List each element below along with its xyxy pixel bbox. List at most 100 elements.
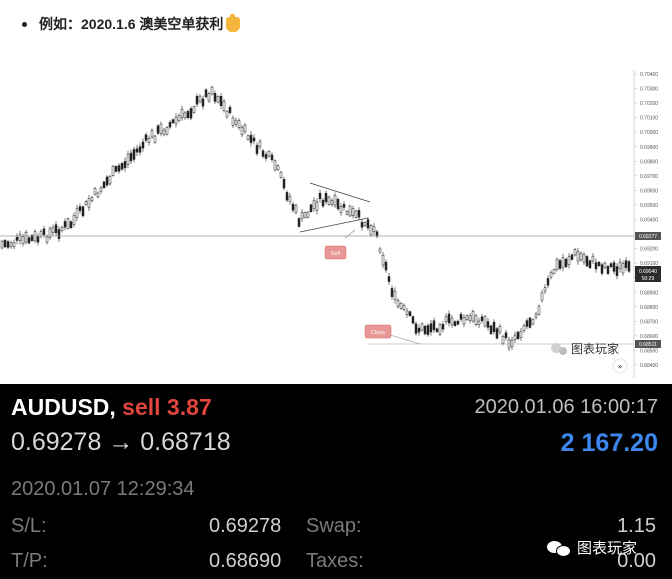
axis-tick-label: 0.69400 — [640, 218, 658, 224]
example-heading-text: 例如：2020.1.6 澳美空单获利 — [39, 16, 224, 32]
candle-body — [219, 96, 223, 106]
candle-body — [624, 260, 628, 268]
candle-body — [438, 324, 442, 335]
candle-body — [576, 251, 580, 262]
candle-body — [99, 187, 103, 192]
candle-body — [30, 234, 34, 241]
candle-body — [402, 304, 406, 310]
candle-body — [597, 261, 601, 266]
candle-body — [21, 236, 25, 244]
candle-body — [492, 321, 496, 332]
triangle-upper-trendline — [309, 182, 371, 203]
candle-body — [534, 313, 538, 318]
candle-body — [69, 221, 73, 228]
svg-text:0.69277: 0.69277 — [639, 234, 657, 240]
candle-body — [279, 171, 283, 178]
candle-body — [141, 141, 145, 149]
candle-body — [165, 127, 169, 135]
candle-body — [24, 231, 28, 243]
candle-body — [147, 138, 151, 143]
open-close-prices: 0.69278 → 0.68718 — [11, 428, 231, 456]
candle-body — [480, 316, 484, 321]
candle-body — [120, 163, 124, 170]
candle-body — [78, 206, 82, 211]
candle-body — [36, 236, 40, 243]
candle-body — [318, 192, 322, 200]
entry-price-tag: 0.69277 — [635, 232, 661, 240]
candle-body — [606, 266, 610, 274]
candle-body — [471, 311, 475, 322]
candle-body — [114, 166, 118, 172]
axis-tick-label: 0.69800 — [640, 159, 658, 165]
candle-body — [474, 315, 478, 325]
candle-body — [558, 260, 562, 269]
candle-body — [264, 154, 268, 159]
candle-body — [87, 198, 91, 208]
candle-body — [102, 181, 106, 189]
candle-body — [6, 241, 10, 248]
candle-body — [615, 266, 619, 277]
candle-body — [522, 325, 526, 331]
tp-label: T/P: — [11, 550, 48, 572]
candle-body — [552, 269, 556, 274]
close-datetime: 2020.01.07 12:29:34 — [11, 478, 195, 500]
candle-body — [213, 92, 217, 102]
example-heading: 例如：2020.1.6 澳美空单获利 — [22, 13, 241, 34]
candle-body — [354, 210, 358, 218]
svg-text:0.68511: 0.68511 — [639, 342, 657, 348]
candle-body — [339, 206, 343, 213]
candle-body — [570, 254, 574, 260]
candle-body — [90, 197, 94, 202]
sl-value: 0.69278 — [209, 515, 282, 537]
candle-body — [267, 151, 271, 157]
candle-body — [528, 317, 532, 328]
candle-body — [609, 263, 613, 268]
candle-body — [150, 130, 154, 138]
candle-body — [117, 165, 121, 172]
candle-body — [363, 222, 367, 226]
candle-body — [519, 331, 523, 338]
candle-body — [384, 261, 388, 271]
candle-body — [621, 263, 625, 274]
candle-body — [258, 141, 262, 148]
candle-body — [357, 209, 361, 218]
panel-watermark: 图表玩家 — [547, 537, 637, 558]
trade-symbol: AUDUSD — [11, 394, 110, 420]
axis-tick-label: 0.69600 — [640, 188, 658, 194]
triangle-lower-trendline — [299, 217, 369, 233]
axis-tick-label: 0.69100 — [640, 261, 658, 267]
candle-body — [327, 196, 331, 205]
price-chart: Sell Close 0.704000.703000.702000.701000… — [0, 70, 661, 378]
candle-body — [129, 152, 133, 162]
candle-body — [315, 201, 319, 211]
axis-tick-label: 0.68700 — [640, 319, 658, 325]
candle-body — [525, 320, 529, 327]
candle-body — [183, 112, 187, 119]
axis-tick-label: 0.69900 — [640, 145, 658, 151]
axis-tick-label: 0.70300 — [640, 87, 658, 93]
axis-tick-label: 0.68400 — [640, 363, 658, 369]
taxes-label: Taxes: — [306, 550, 364, 572]
chart-expand-button[interactable]: » — [612, 358, 628, 374]
expand-icon: » — [618, 362, 623, 371]
candle-body — [447, 313, 451, 324]
candle-body — [105, 176, 109, 186]
axis-tick-label: 0.69200 — [640, 247, 658, 253]
candle-body — [270, 154, 274, 161]
candle-body — [306, 211, 310, 218]
candle-body — [249, 134, 253, 144]
candle-body — [216, 96, 220, 103]
candle-body — [0, 240, 4, 249]
candle-body — [252, 137, 256, 142]
candle-body — [546, 278, 550, 286]
axis-tick-label: 0.70100 — [640, 116, 658, 122]
candle-body — [45, 236, 49, 243]
pointing-hand-icon — [226, 13, 241, 32]
candle-body — [288, 196, 292, 202]
candle-body — [96, 192, 100, 198]
candle-body — [555, 259, 559, 270]
candle-body — [627, 261, 631, 272]
candle-body — [498, 326, 502, 333]
candle-body — [336, 198, 340, 210]
candle-body — [9, 242, 13, 247]
